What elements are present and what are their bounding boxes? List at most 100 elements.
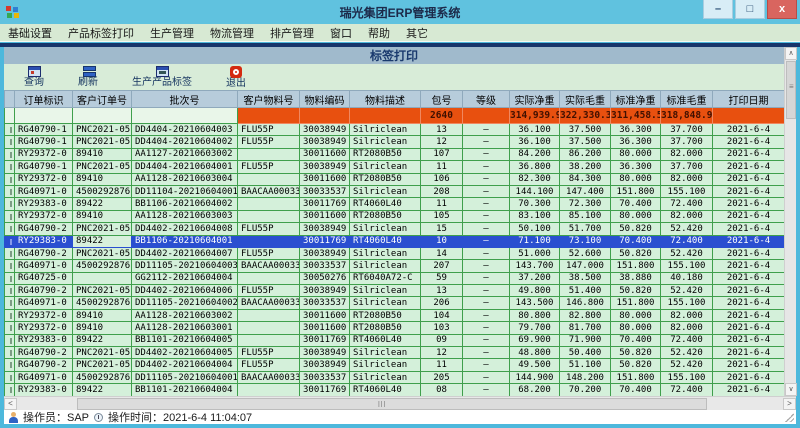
table-cell[interactable]: 49.800 <box>509 284 560 298</box>
table-cell[interactable]: FLU55P <box>237 135 300 149</box>
menu-item[interactable]: 帮助 <box>368 27 390 40</box>
table-cell[interactable]: 151.800 <box>610 259 661 273</box>
table-cell[interactable]: 72.400 <box>660 197 713 211</box>
table-cell[interactable]: — <box>462 346 510 360</box>
table-cell[interactable]: 83.100 <box>509 209 560 224</box>
table-cell[interactable] <box>237 383 300 396</box>
table-cell[interactable] <box>237 321 300 335</box>
table-cell[interactable]: 82.000 <box>660 209 713 224</box>
clipped-row-marker-cell[interactable] <box>4 358 15 372</box>
table-cell[interactable]: — <box>462 222 510 236</box>
table-cell[interactable] <box>237 271 300 286</box>
table-cell[interactable]: Silriclean <box>349 284 421 298</box>
table-cell[interactable]: 72.400 <box>660 333 713 348</box>
table-cell[interactable]: — <box>462 160 510 174</box>
table-cell[interactable]: 38.500 <box>559 271 611 286</box>
table-cell[interactable]: — <box>462 321 510 335</box>
table-cell[interactable]: 51.700 <box>559 222 611 236</box>
table-cell[interactable]: RT2080B50 <box>349 321 421 335</box>
table-cell[interactable]: 70.400 <box>610 197 661 211</box>
table-cell[interactable]: 151.800 <box>610 370 661 385</box>
table-cell[interactable]: 71.100 <box>509 234 560 248</box>
table-cell[interactable]: 2021-6-4 <box>712 321 784 335</box>
table-cell[interactable]: 2021-6-4 <box>712 222 784 236</box>
table-cell[interactable] <box>237 209 300 224</box>
table-row[interactable]: RY29372-0 89410 AA1128-20210603001 30011600… <box>4 321 784 335</box>
table-cell[interactable]: Silriclean <box>349 296 421 310</box>
table-cell[interactable]: — <box>462 147 510 162</box>
table-cell[interactable]: Silriclean <box>349 160 421 174</box>
clipped-row-marker-cell[interactable] <box>4 222 15 236</box>
table-cell[interactable]: FLU55P <box>237 284 300 298</box>
table-cell[interactable]: RT2080B50 <box>349 209 421 224</box>
table-cell[interactable]: 52.420 <box>660 346 713 360</box>
table-cell[interactable]: 151.800 <box>610 296 661 310</box>
table-cell[interactable]: 12 <box>420 135 463 149</box>
table-cell[interactable]: 82.300 <box>509 172 560 186</box>
table-cell[interactable]: 89422 <box>72 383 132 396</box>
table-cell[interactable]: 2021-6-4 <box>712 308 784 323</box>
table-cell[interactable]: 89410 <box>72 209 132 224</box>
table-cell[interactable]: 30011600 <box>299 308 350 323</box>
column-header[interactable]: 批次号 <box>131 90 238 108</box>
table-row[interactable]: RG40971-0 4500292876 DD11105-20210604003 BA… <box>4 259 784 273</box>
table-row[interactable]: RG40971-0 4500292876 DD11104-20210604001 BA… <box>4 184 784 199</box>
table-cell[interactable]: — <box>462 308 510 323</box>
table-cell[interactable]: PNC2021-05- <box>72 358 132 372</box>
table-cell[interactable]: 30011600 <box>299 209 350 224</box>
table-cell[interactable]: Silriclean <box>349 184 421 199</box>
table-row[interactable]: RY29372-0 89410 AA1127-20210603002 30011600… <box>4 147 784 162</box>
clipped-row-marker-cell[interactable] <box>4 246 15 261</box>
table-cell[interactable]: 36.800 <box>509 160 560 174</box>
table-cell[interactable]: AA1127-20210603002 <box>131 147 238 162</box>
column-header[interactable]: 客户订单号 <box>72 90 132 108</box>
table-cell[interactable] <box>237 333 300 348</box>
table-cell[interactable]: 30038949 <box>299 135 350 149</box>
table-cell[interactable]: FLU55P <box>237 246 300 261</box>
horizontal-scroll-thumb[interactable] <box>77 398 707 410</box>
clipped-row-marker-cell[interactable] <box>4 172 15 186</box>
table-cell[interactable]: 30011600 <box>299 147 350 162</box>
table-row[interactable]: RY29372-0 89410 AA1128-20210603004 30011600… <box>4 172 784 186</box>
table-cell[interactable]: — <box>462 209 510 224</box>
table-cell[interactable]: — <box>462 135 510 149</box>
table-cell[interactable]: FLU55P <box>237 122 300 137</box>
table-cell[interactable]: PNC2021-05- <box>72 346 132 360</box>
table-cell[interactable]: — <box>462 333 510 348</box>
scroll-up-icon[interactable]: ∧ <box>785 47 797 60</box>
table-cell[interactable]: BB1106-20210604002 <box>131 197 238 211</box>
table-cell[interactable]: 70.400 <box>610 383 661 396</box>
table-cell[interactable]: 30011769 <box>299 333 350 348</box>
table-cell[interactable]: PNC2021-05- <box>72 122 132 137</box>
table-cell[interactable]: DD4402-20210604008 <box>131 222 238 236</box>
table-cell[interactable]: PNC2021-05- <box>72 284 132 298</box>
column-header[interactable]: 等级 <box>462 90 510 108</box>
table-cell[interactable]: 10 <box>420 234 463 248</box>
table-cell[interactable]: RY29383-0 <box>14 383 73 396</box>
resize-grip[interactable] <box>785 413 794 422</box>
table-row[interactable]: RG40790-1 PNC2021-05- DD4404-20210604002 FL… <box>4 135 784 149</box>
table-cell[interactable]: 30033537 <box>299 296 350 310</box>
table-cell[interactable]: BAACAA00033 <box>237 296 300 310</box>
column-header[interactable]: 标准毛重 <box>660 90 713 108</box>
table-cell[interactable]: RT4060L40 <box>349 383 421 396</box>
table-cell[interactable]: 70.300 <box>509 197 560 211</box>
table-cell[interactable]: 89422 <box>72 333 132 348</box>
table-cell[interactable]: 71.900 <box>559 333 611 348</box>
table-cell[interactable]: 69.900 <box>509 333 560 348</box>
table-cell[interactable]: 15 <box>420 222 463 236</box>
column-header[interactable]: 订单标识 <box>14 90 73 108</box>
table-cell[interactable]: RG40725-0 <box>14 271 73 286</box>
table-cell[interactable]: 37.500 <box>559 135 611 149</box>
table-cell[interactable]: — <box>462 383 510 396</box>
table-cell[interactable]: 51.400 <box>559 284 611 298</box>
table-cell[interactable]: 30050276 <box>299 271 350 286</box>
table-cell[interactable] <box>72 271 132 286</box>
table-cell[interactable]: 81.700 <box>559 321 611 335</box>
table-cell[interactable]: 107 <box>420 147 463 162</box>
table-cell[interactable]: 11 <box>420 160 463 174</box>
table-cell[interactable]: DD4404-20210604001 <box>131 160 238 174</box>
clipped-row-marker-cell[interactable] <box>4 197 15 211</box>
table-cell[interactable]: Silriclean <box>349 370 421 385</box>
table-cell[interactable]: Silriclean <box>349 346 421 360</box>
